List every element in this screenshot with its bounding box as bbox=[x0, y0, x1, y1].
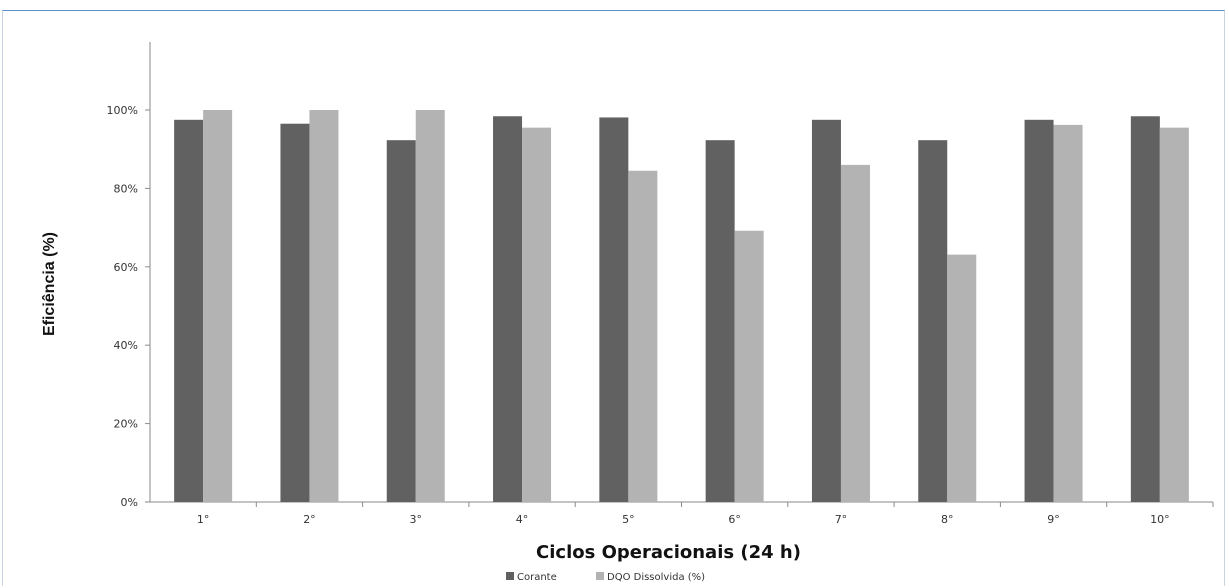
legend-label: DQO Dissolvida (%) bbox=[607, 572, 705, 583]
bar-dqo-2 bbox=[309, 110, 339, 502]
y-tick-label: 100% bbox=[107, 104, 138, 117]
x-tick-label: 7° bbox=[835, 513, 848, 526]
bar-dqo-9 bbox=[1053, 124, 1083, 502]
x-tick-label: 5° bbox=[622, 513, 635, 526]
legend-swatch bbox=[596, 572, 604, 580]
y-axis-label: Eficiência (%) bbox=[41, 232, 58, 336]
bar-corante-10 bbox=[1130, 116, 1160, 502]
x-tick-label: 4° bbox=[516, 513, 529, 526]
x-ticks: 1° 2° 3° 4° 5° 6° 7° 8° 9° 10° bbox=[197, 502, 1214, 526]
y-tick-label: 40% bbox=[114, 339, 138, 352]
bar-dqo-10 bbox=[1159, 127, 1189, 502]
bar-dqo-6 bbox=[734, 230, 764, 502]
legend-swatch bbox=[506, 572, 514, 580]
x-tick-label: 6° bbox=[728, 513, 741, 526]
bar-dqo-5 bbox=[628, 170, 658, 502]
y-ticks: 0% 20% 40% 60% 80% 100% bbox=[107, 104, 150, 509]
legend-label: Corante bbox=[517, 572, 557, 583]
bar-corante-1 bbox=[174, 119, 204, 503]
y-tick-label: 60% bbox=[114, 261, 138, 274]
bar-corante-8 bbox=[918, 140, 948, 502]
x-tick-label: 1° bbox=[197, 513, 210, 526]
x-tick-label: 9° bbox=[1047, 513, 1060, 526]
bar-corante-4 bbox=[493, 116, 523, 502]
bar-corante-5 bbox=[599, 117, 629, 502]
x-tick-label: 8° bbox=[941, 513, 954, 526]
y-tick-label: 20% bbox=[114, 418, 138, 431]
bar-corante-3 bbox=[386, 140, 416, 502]
bar-dqo-4 bbox=[522, 127, 552, 502]
bar-dqo-3 bbox=[415, 110, 445, 502]
legend: Corante DQO Dissolvida (%) bbox=[506, 572, 705, 583]
bar-corante-7 bbox=[811, 119, 841, 503]
bar-dqo-8 bbox=[947, 254, 977, 502]
bar-corante-2 bbox=[280, 123, 310, 502]
bar-corante-9 bbox=[1024, 119, 1054, 503]
x-tick-label: 2° bbox=[303, 513, 316, 526]
x-axis-label: Ciclos Operacionais (24 h) bbox=[536, 542, 801, 563]
x-tick-label: 3° bbox=[410, 513, 423, 526]
chart-frame bbox=[2, 10, 1225, 586]
x-tick-label: 10° bbox=[1150, 513, 1170, 526]
bar-dqo-7 bbox=[840, 164, 870, 502]
bar-corante-6 bbox=[705, 140, 735, 502]
y-tick-label: 80% bbox=[114, 182, 138, 195]
bars bbox=[174, 110, 1189, 503]
y-tick-label: 0% bbox=[121, 496, 138, 509]
bar-dqo-1 bbox=[203, 110, 233, 502]
